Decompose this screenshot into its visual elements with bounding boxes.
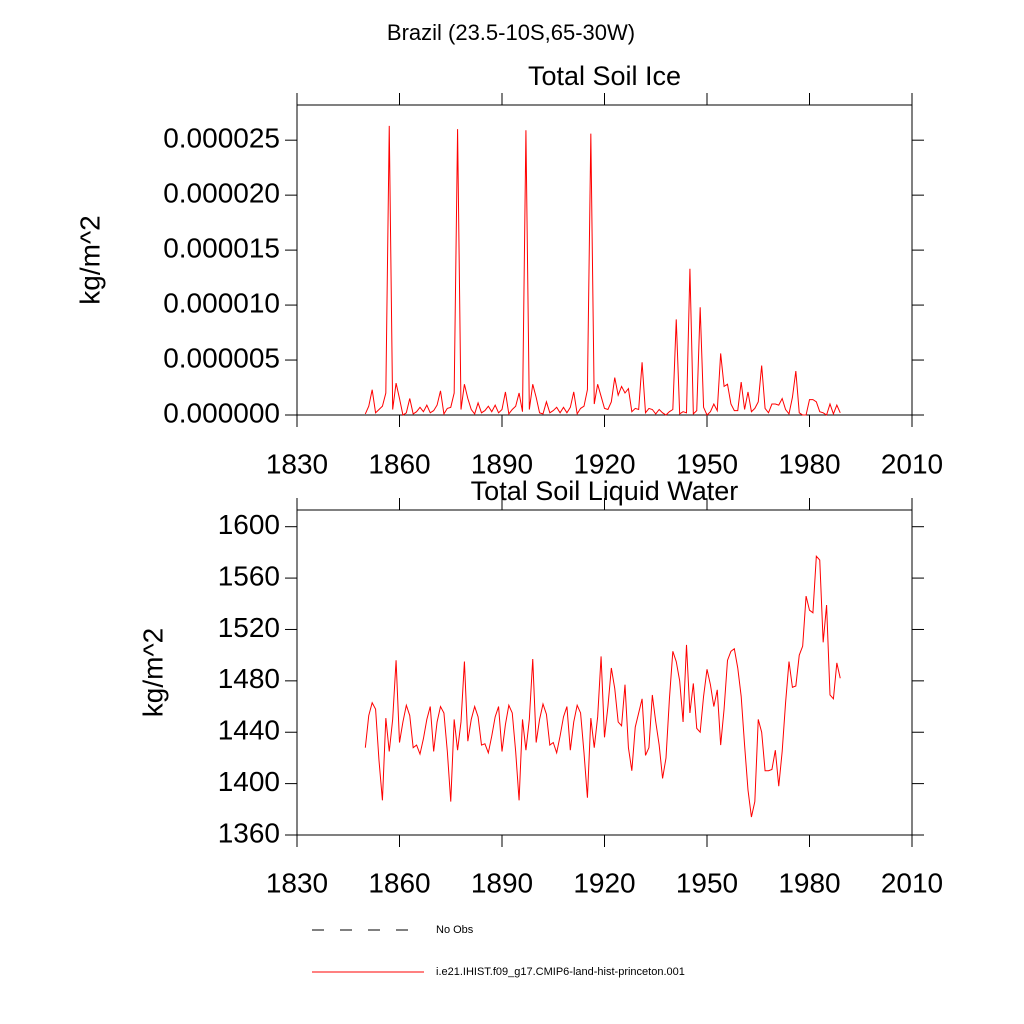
x-tick-label: 1920 — [573, 867, 635, 898]
y-tick-label: 1520 — [218, 612, 280, 643]
x-tick-label: 1830 — [266, 448, 328, 479]
x-tick-label: 1920 — [573, 448, 635, 479]
x-tick-label: 2010 — [881, 867, 943, 898]
y-tick-label: 0.000025 — [163, 123, 280, 154]
y-tick-label: 0.000000 — [163, 397, 280, 428]
y-tick-label: 1360 — [218, 817, 280, 848]
y-tick-label: 0.000010 — [163, 287, 280, 318]
x-tick-label: 1830 — [266, 867, 328, 898]
x-tick-label: 1860 — [368, 867, 430, 898]
x-tick-label: 1890 — [471, 448, 533, 479]
data-line — [364, 555, 841, 818]
y-tick-label: 1400 — [218, 766, 280, 797]
figure-title: Brazil (23.5-10S,65-30W) — [387, 20, 635, 45]
y-tick-label: 1480 — [218, 663, 280, 694]
y-axis-label: kg/m^2 — [74, 215, 105, 304]
y-tick-label: 1600 — [218, 509, 280, 540]
x-tick-label: 1890 — [471, 867, 533, 898]
x-tick-label: 1950 — [676, 448, 738, 479]
legend-label: i.e21.IHIST.f09_g17.CMIP6-land-hist-prin… — [436, 966, 685, 978]
x-tick-label: 1980 — [778, 448, 840, 479]
y-tick-label: 0.000005 — [163, 342, 280, 373]
y-tick-label: 0.000015 — [163, 232, 280, 263]
y-tick-label: 1440 — [218, 715, 280, 746]
legend-label: No Obs — [436, 924, 474, 936]
y-tick-label: 0.000020 — [163, 178, 280, 209]
y-tick-label: 1560 — [218, 560, 280, 591]
plot-frame — [296, 509, 913, 836]
y-axis-label: kg/m^2 — [137, 628, 168, 717]
x-tick-label: 2010 — [881, 448, 943, 479]
x-tick-label: 1980 — [778, 867, 840, 898]
x-tick-label: 1950 — [676, 867, 738, 898]
data-line — [364, 125, 841, 416]
panel-title: Total Soil Ice — [528, 61, 681, 91]
x-tick-label: 1860 — [368, 448, 430, 479]
